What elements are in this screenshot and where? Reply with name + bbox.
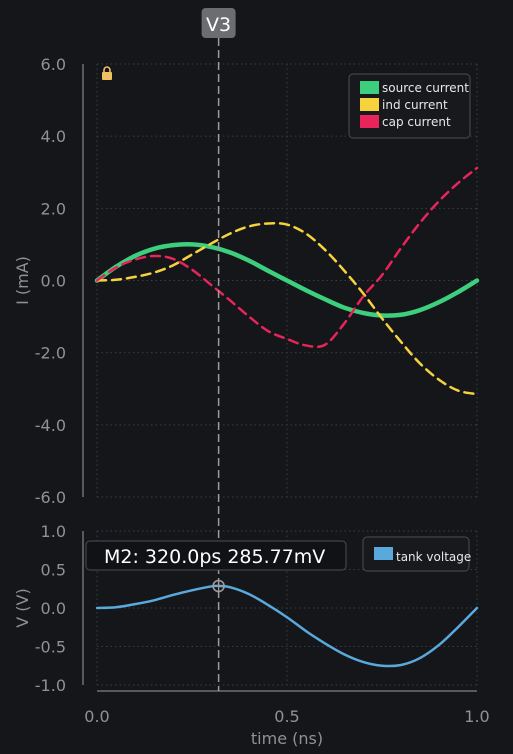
y-tick-label: 0.0 (41, 599, 66, 618)
marker-label-box (85, 540, 347, 571)
y-tick-label: 4.0 (41, 127, 66, 146)
legend-currents: source current ind current cap current (348, 73, 471, 139)
y-tick-label: -0.5 (35, 638, 66, 657)
legend-swatch (360, 98, 379, 111)
series-line-cap-current (95, 166, 479, 349)
legend-swatch (374, 547, 393, 560)
legend-label: ind current (382, 98, 448, 112)
legend-label: tank voltage (396, 550, 471, 564)
y-tick-label: -1.0 (35, 676, 66, 695)
current-plot: 6.0 4.0 2.0 0.0 -2.0 -4.0 -6.0 I (mA) source cur… (13, 55, 480, 507)
legend-label: cap current (382, 115, 451, 129)
x-tick-label: 1.0 (464, 707, 489, 726)
y-tick-label: -2.0 (35, 344, 66, 363)
lock-body (102, 72, 112, 80)
cursor-label-box (201, 8, 236, 38)
series-line-tank-voltage (95, 584, 479, 668)
y-tick-label: 0.5 (41, 561, 66, 580)
legend-swatch (360, 81, 379, 94)
marker-point (212, 579, 225, 593)
x-tick-label: 0.5 (274, 707, 299, 726)
cursor-label: V3 (206, 14, 231, 36)
y-tick-label: 2.0 (41, 199, 66, 218)
y-tick-label: 0.0 (41, 272, 66, 291)
legend-box (348, 73, 471, 139)
y-tick-label: -6.0 (35, 488, 66, 507)
voltage-plot: 1.0 0.5 0.0 -0.5 -1.0 V (V) 0.0 0.5 1.0 time (ns)… (13, 522, 490, 748)
lock-shackle (103, 66, 111, 72)
cursor-overlay: V3 M2: 320.0ps 285.77mV (85, 8, 347, 691)
y-tick-label: 1.0 (41, 522, 66, 541)
series-line-source-current (94, 242, 480, 318)
y-tick-label: 6.0 (41, 55, 66, 74)
y-axis-label: V (V) (13, 588, 32, 627)
legend-box (362, 536, 470, 572)
x-axis-label: time (ns) (251, 729, 323, 748)
legend-voltage: tank voltage (362, 536, 471, 572)
lock-icon (102, 66, 112, 80)
marker-label: M2: 320.0ps 285.77mV (104, 546, 325, 568)
legend-label: source current (382, 81, 469, 95)
y-axis-label: I (mA) (13, 256, 32, 305)
series-line-ind-current (95, 222, 479, 396)
x-tick-label: 0.0 (84, 707, 109, 726)
y-tick-label: -4.0 (35, 416, 66, 435)
legend-swatch (360, 115, 379, 128)
